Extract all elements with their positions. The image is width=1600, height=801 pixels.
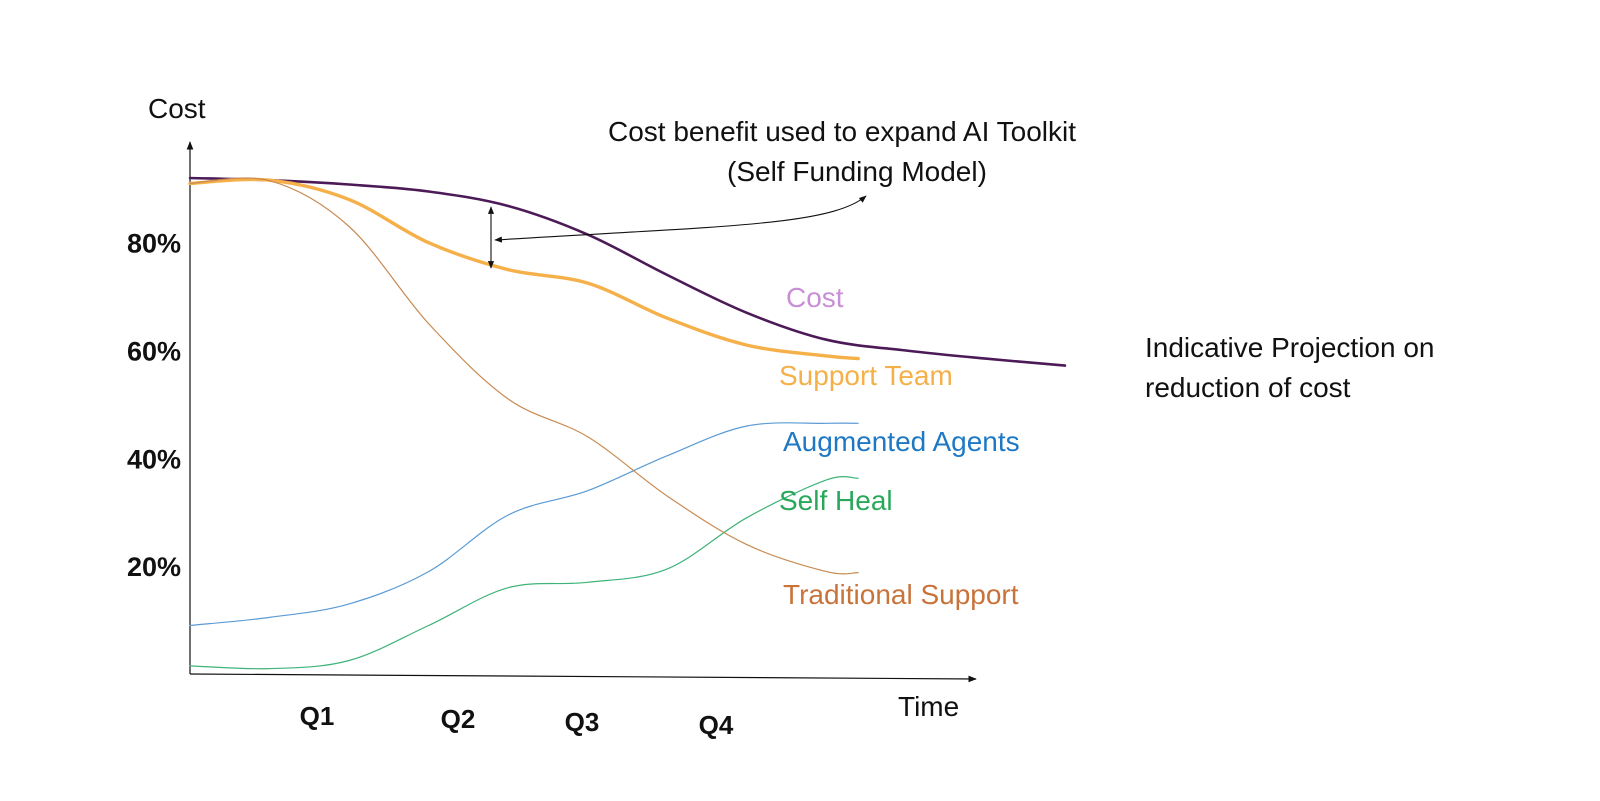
series-lines	[188, 176, 1067, 670]
x-axis-title: Time	[898, 691, 959, 722]
cost-benefit-annotation-line-1: Cost benefit used to expand AI Toolkit	[608, 116, 1076, 147]
series-label-cost: Cost	[786, 282, 844, 313]
y-tick-label-60: 60%	[127, 337, 181, 367]
series-line-augmented-agents	[189, 422, 859, 627]
series-line-support-team	[188, 177, 860, 361]
y-tick-label-20: 20%	[127, 552, 181, 582]
y-tick-label-80: 80%	[127, 229, 181, 259]
series-label-support-team: Support Team	[779, 360, 953, 391]
y-tick-label-40: 40%	[127, 444, 181, 474]
cost-benefit-callout-arrow	[494, 195, 867, 243]
series-label-traditional-support: Traditional Support	[783, 579, 1019, 610]
x-tick-label-q1: Q1	[300, 701, 335, 731]
series-label-self-heal: Self Heal	[779, 485, 893, 516]
x-tick-label-q3: Q3	[565, 707, 600, 737]
series-labels: Cost Support Team Augmented Agents Self Hea…	[779, 282, 1020, 610]
x-tick-label-q4: Q4	[699, 710, 734, 740]
x-tick-label-q2: Q2	[441, 704, 476, 734]
x-axis	[189, 673, 977, 683]
projection-note-line-2: reduction of cost	[1145, 372, 1351, 403]
cost-benefit-annotation-line-2: (Self Funding Model)	[727, 156, 987, 187]
y-tick-labels: 20% 40% 60% 80%	[127, 229, 181, 582]
series-line-self-heal	[189, 476, 859, 670]
series-line-traditional-support	[189, 177, 859, 575]
projection-note-line-1: Indicative Projection on	[1145, 332, 1435, 363]
x-tick-labels: Q1 Q2 Q3 Q4	[300, 701, 734, 740]
y-axis-title: Cost	[148, 93, 206, 124]
series-label-augmented-agents: Augmented Agents	[783, 426, 1020, 457]
series-line-cost	[188, 176, 1067, 367]
